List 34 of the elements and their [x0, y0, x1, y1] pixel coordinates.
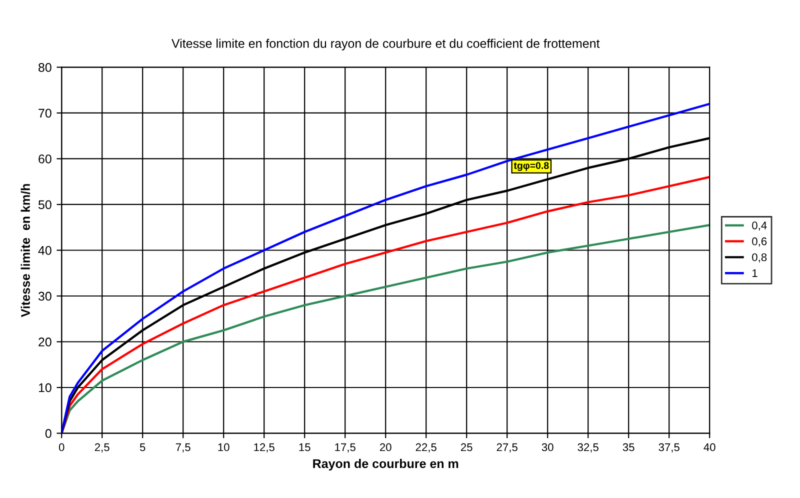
x-tick-label: 30 [542, 443, 554, 452]
x-tick-label: 37,5 [658, 443, 680, 452]
legend-label: 1 [752, 269, 758, 277]
x-tick-label: 40 [704, 443, 716, 452]
y-tick-label: 40 [38, 246, 52, 255]
x-tick-label: 5 [140, 443, 146, 452]
legend-label: 0,8 [752, 253, 767, 262]
x-tick-label: 17,5 [335, 443, 356, 452]
chart-title: Vitesse limite en fonction du rayon de courbure et du coefficient de frottement [172, 38, 600, 50]
x-tick-label: 0 [58, 443, 64, 452]
x-tick-label: 22,5 [416, 443, 436, 452]
x-tick-label: 27,5 [496, 443, 518, 452]
y-tick-label: 20 [38, 338, 52, 346]
x-tick-label: 20 [380, 443, 392, 452]
x-tick-label: 35 [622, 443, 634, 452]
x-tick-label: 15 [299, 443, 310, 452]
legend-label: 0,4 [752, 221, 767, 231]
legend-label: 0,6 [752, 237, 767, 247]
y-axis-title: Vitesse limite en km/h [20, 184, 30, 318]
y-tick-label: 80 [38, 63, 52, 72]
x-tick-label: 25 [460, 443, 472, 452]
x-tick-label: 2,5 [94, 443, 110, 452]
x-tick-label: 12,5 [254, 443, 274, 452]
y-tick-label: 0 [45, 429, 52, 438]
y-tick-label: 10 [38, 383, 52, 392]
y-tick-label: 50 [38, 200, 52, 210]
x-tick-label: 7,5 [176, 443, 190, 452]
x-tick-label: 32,5 [578, 443, 598, 452]
annotation: tgφ=0.8 [514, 162, 549, 171]
x-axis-title: Rayon de courbure en m [313, 458, 458, 471]
x-tick-label: 10 [218, 443, 230, 452]
y-tick-label: 60 [38, 154, 52, 164]
y-tick-label: 70 [38, 108, 52, 118]
y-tick-label: 30 [38, 292, 52, 301]
